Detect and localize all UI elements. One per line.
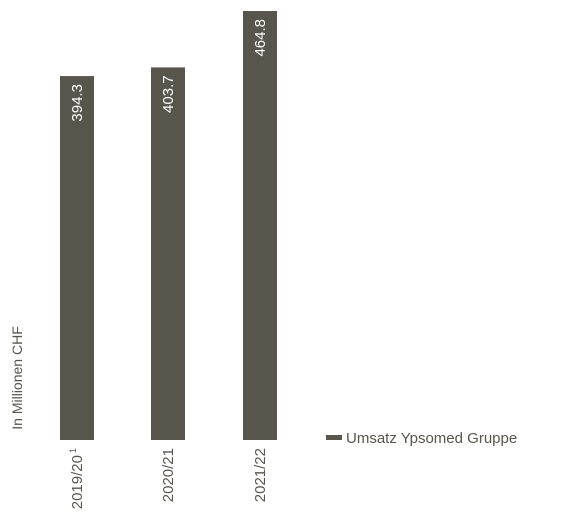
footnote-marker: 1 [68, 448, 78, 453]
category-label: 2019/201 [68, 448, 86, 509]
category-label: 2020/21 [160, 448, 177, 502]
bar-2020-21 [151, 67, 185, 441]
bar-2019-20 [60, 76, 94, 441]
bar-2021-22 [243, 11, 277, 440]
legend-swatch [326, 435, 342, 440]
y-axis-label: In Millionen CHF [9, 326, 25, 429]
value-label: 394.3 [69, 84, 86, 122]
value-label: 464.8 [252, 19, 269, 57]
legend-label: Umsatz Ypsomed Gruppe [346, 430, 517, 447]
legend: Umsatz Ypsomed Gruppe [326, 430, 517, 447]
category-label: 2021/22 [252, 448, 269, 502]
value-label: 403.7 [160, 75, 177, 113]
bars-group: 394.3 403.7 464.8 [60, 11, 277, 441]
category-labels-group: 2019/201 2020/21 2021/22 [68, 448, 269, 509]
